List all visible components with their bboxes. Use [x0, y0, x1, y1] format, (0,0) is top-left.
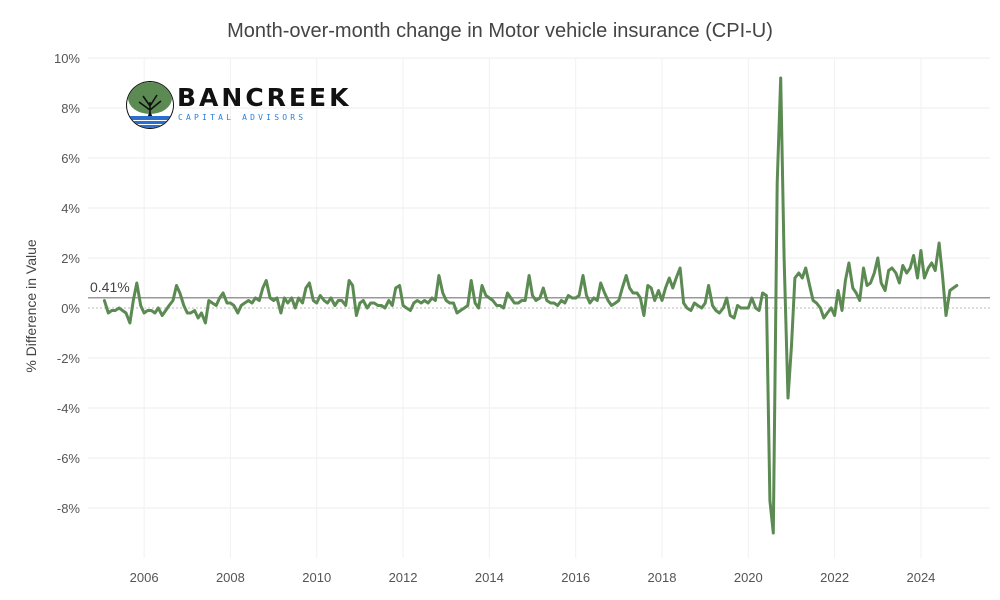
x-tick-label: 2008	[216, 570, 245, 585]
y-tick-labels: 10% 8% 6% 4% 2% 0% -2% -4% -6% -8%	[54, 51, 80, 516]
mean-reference-label: 0.41%	[90, 279, 130, 295]
tree-logo-icon	[126, 81, 174, 129]
x-tick-label: 2016	[561, 570, 590, 585]
y-tick-label: 6%	[61, 151, 80, 166]
y-tick-label: 0%	[61, 301, 80, 316]
y-tick-label: -2%	[57, 351, 81, 366]
x-tick-label: 2024	[906, 570, 935, 585]
logo-name: BANCREEK	[177, 83, 352, 112]
x-tick-label: 2010	[302, 570, 331, 585]
y-axis-title: % Difference in Value	[23, 239, 39, 373]
y-tick-label: -6%	[57, 451, 81, 466]
y-tick-label: -4%	[57, 401, 81, 416]
x-tick-label: 2020	[734, 570, 763, 585]
x-tick-label: 2014	[475, 570, 504, 585]
x-tick-labels: 2006 2008 2010 2012 2014 2016 2018 2020 2022 2024	[130, 570, 936, 585]
x-tick-label: 2006	[130, 570, 159, 585]
x-tick-label: 2022	[820, 570, 849, 585]
x-tick-label: 2012	[389, 570, 418, 585]
x-tick-label: 2018	[648, 570, 677, 585]
y-tick-label: 8%	[61, 101, 80, 116]
y-tick-label: 4%	[61, 201, 80, 216]
y-tick-label: 10%	[54, 51, 80, 66]
series-line	[102, 76, 959, 535]
logo-tagline: CAPITAL ADVISORS	[178, 113, 307, 122]
series-layer	[102, 76, 959, 535]
company-logo: BANCREEK CAPITAL ADVISORS	[125, 78, 348, 132]
y-tick-label: -8%	[57, 501, 81, 516]
grid-layer	[88, 57, 990, 558]
y-tick-label: 2%	[61, 251, 80, 266]
chart-title: Month-over-month change in Motor vehicle…	[227, 20, 773, 42]
